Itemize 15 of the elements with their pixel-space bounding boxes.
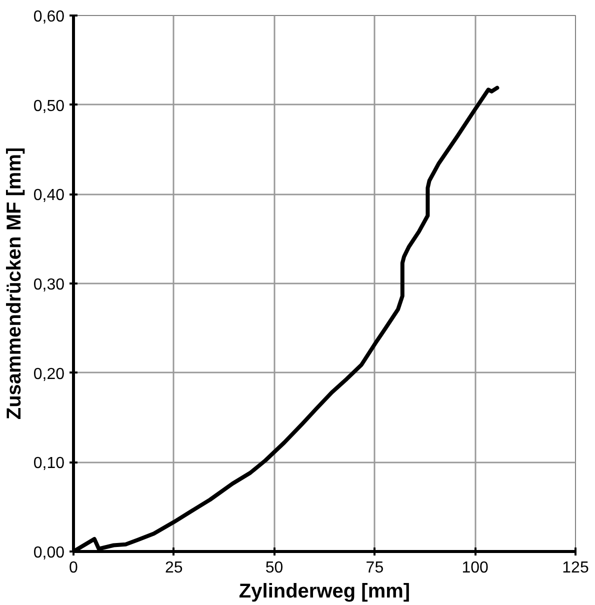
y-tick-label: 0,50 — [33, 98, 65, 115]
y-tick-label: 0,10 — [33, 455, 65, 472]
y-tick-label: 0,00 — [33, 544, 65, 562]
y-tick-label: 0,20 — [33, 366, 65, 383]
x-tick-label: 125 — [562, 560, 589, 576]
x-axis-title: Zylinderweg [mm] — [238, 580, 410, 602]
x-tick-label: 100 — [462, 560, 489, 576]
y-tick-label: 0,40 — [33, 187, 65, 204]
y-tick-label: 0,60 — [33, 8, 65, 26]
y-axis-title: Zusammendrücken MF [mm] — [3, 147, 26, 420]
y-tick-label: 0,30 — [33, 276, 65, 294]
x-tick-label: 25 — [165, 560, 183, 576]
x-tick-label: 0 — [69, 560, 78, 576]
x-tick-label: 50 — [265, 560, 284, 576]
x-tick-label: 75 — [366, 560, 384, 576]
